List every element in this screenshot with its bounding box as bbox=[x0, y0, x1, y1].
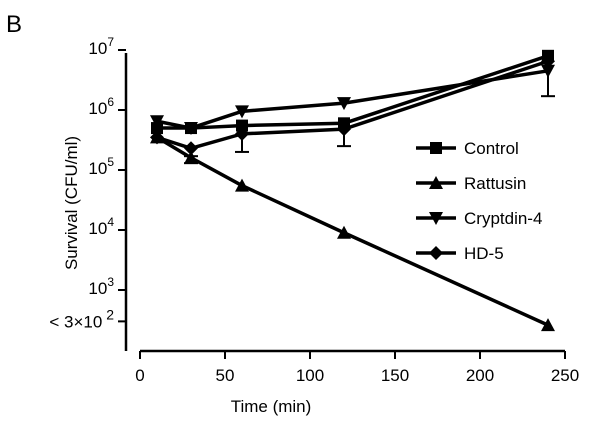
x-tick-label: 50 bbox=[216, 366, 235, 385]
panel-label: B bbox=[6, 11, 22, 38]
series-3 bbox=[150, 54, 555, 158]
legend-entry-1: Rattusin bbox=[416, 174, 526, 193]
legend-label: Rattusin bbox=[464, 174, 526, 193]
legend-label: Control bbox=[464, 139, 519, 158]
series-2 bbox=[150, 64, 555, 136]
data-point bbox=[150, 130, 164, 145]
data-point bbox=[236, 119, 248, 132]
x-tick-label: 150 bbox=[381, 366, 409, 385]
data-point bbox=[337, 97, 351, 111]
data-point bbox=[337, 225, 351, 239]
legend-label: Cryptdin-4 bbox=[464, 209, 542, 228]
legend-marker bbox=[429, 246, 443, 260]
legend-entry-0: Control bbox=[416, 139, 519, 158]
data-point bbox=[184, 150, 198, 164]
plot-area: 0 50 100 150 200 250 103 104 105 106 107 < 3×10 2 bbox=[49, 35, 579, 385]
x-tick-label: 100 bbox=[296, 366, 324, 385]
data-point bbox=[541, 54, 555, 69]
data-point bbox=[235, 178, 249, 192]
x-tick-label: 200 bbox=[466, 366, 494, 385]
x-tick-label: 0 bbox=[135, 366, 144, 385]
data-point bbox=[235, 105, 249, 119]
legend-marker bbox=[429, 176, 443, 189]
y-tick-label: 104 bbox=[88, 215, 114, 238]
y-tick-label: 105 bbox=[88, 155, 114, 178]
data-point bbox=[541, 318, 555, 332]
series-layer bbox=[150, 49, 555, 332]
detection-limit-label: < 3×10 2 bbox=[49, 306, 114, 331]
legend: Control Rattusin Cryptdin-4 HD-5 bbox=[416, 139, 542, 263]
y-tick-label: 106 bbox=[88, 95, 114, 118]
data-point bbox=[184, 141, 198, 156]
data-point bbox=[184, 122, 198, 136]
data-point bbox=[235, 126, 249, 141]
series-line bbox=[156, 135, 549, 327]
legend-entry-2: Cryptdin-4 bbox=[416, 209, 542, 228]
series-1 bbox=[150, 130, 555, 332]
legend-entry-3: HD-5 bbox=[416, 244, 504, 263]
data-point bbox=[337, 122, 351, 137]
legend-marker bbox=[430, 142, 442, 154]
data-point bbox=[541, 64, 555, 78]
x-axis-label: Time (min) bbox=[231, 397, 312, 416]
x-tick-label: 250 bbox=[551, 366, 579, 385]
y-tick-label: 107 bbox=[88, 35, 114, 58]
series-line bbox=[157, 54, 549, 130]
y-axis-label: Survival (CFU/ml) bbox=[62, 136, 81, 270]
legend-label: HD-5 bbox=[464, 244, 504, 263]
data-point bbox=[150, 115, 164, 129]
y-tick-label: 103 bbox=[88, 275, 114, 298]
legend-marker bbox=[429, 212, 443, 225]
